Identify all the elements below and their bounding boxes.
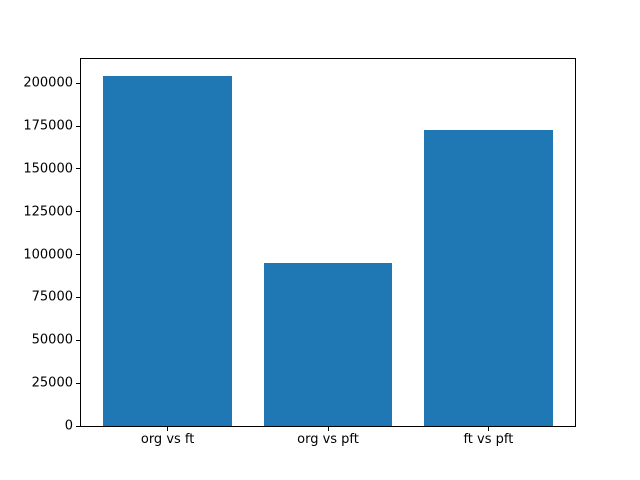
y-tick-label: 0 xyxy=(64,418,73,434)
bar-org-vs-pft xyxy=(263,263,393,426)
y-tick-mark xyxy=(76,82,80,84)
x-tick-mark xyxy=(167,427,169,431)
y-tick-label: 75000 xyxy=(31,289,73,305)
bar-org-vs-ft xyxy=(103,76,232,426)
y-tick-label: 25000 xyxy=(31,375,73,391)
x-tick-label: ft vs pft xyxy=(463,432,514,447)
y-tick-label: 175000 xyxy=(23,118,73,134)
y-tick-label: 150000 xyxy=(23,161,73,177)
y-tick-label: 50000 xyxy=(31,332,73,348)
x-tick-mark xyxy=(327,427,329,431)
y-tick-label: 125000 xyxy=(23,204,73,220)
y-tick-mark xyxy=(76,125,80,127)
y-tick-mark xyxy=(76,296,80,298)
y-tick-label: 100000 xyxy=(23,247,73,263)
x-tick-label: org vs ft xyxy=(140,432,195,447)
y-tick-mark xyxy=(76,211,80,213)
y-tick-mark xyxy=(76,382,80,384)
y-tick-label: 200000 xyxy=(23,75,73,91)
y-tick-mark xyxy=(76,254,80,256)
x-tick-mark xyxy=(487,427,489,431)
y-tick-mark xyxy=(76,168,80,170)
y-tick-mark xyxy=(76,339,80,341)
x-tick-label: org vs pft xyxy=(297,432,359,447)
y-tick-mark xyxy=(76,425,80,427)
plot-area: 0 25000 50000 75000 100000 125000 150000 175000… xyxy=(23,58,576,446)
bar-ft-vs-pft xyxy=(424,129,553,426)
